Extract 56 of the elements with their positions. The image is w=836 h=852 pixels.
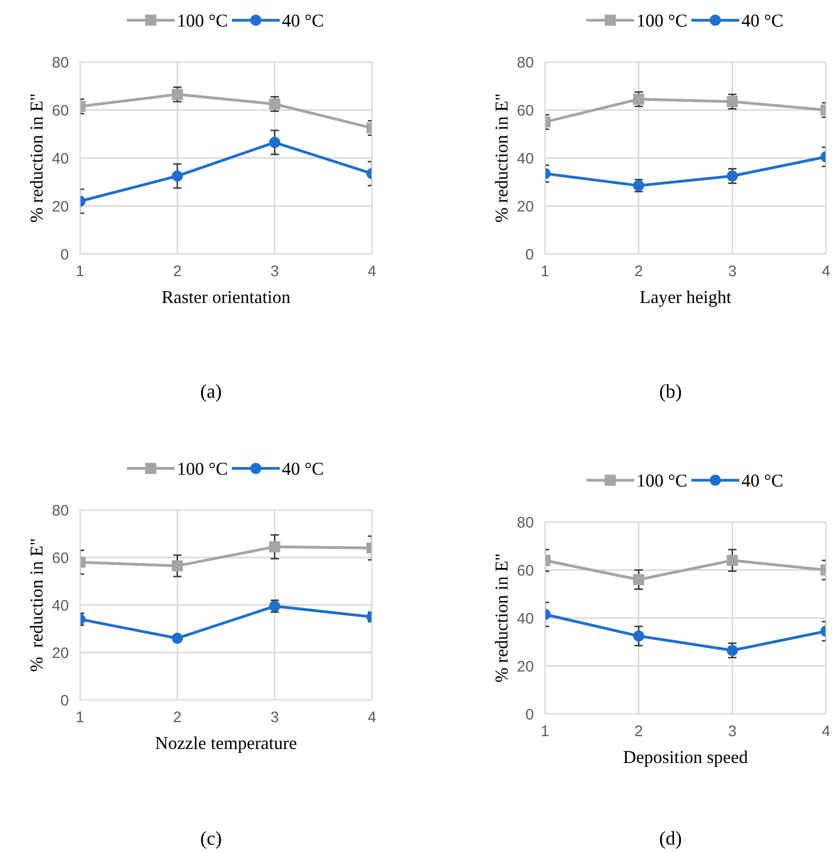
x-tick-label: 3 xyxy=(271,712,278,722)
x-tick-label: 3 xyxy=(728,726,736,736)
legend-label: 40 °C xyxy=(282,14,323,27)
y-tick-label: 60 xyxy=(518,104,534,116)
y-tick-label: 40 xyxy=(517,612,534,624)
y-tick-label: 60 xyxy=(52,552,68,564)
legend-label: 100 °C xyxy=(178,462,227,475)
x-tick-label: 3 xyxy=(271,266,278,276)
y-axis-title: % reduction in E" xyxy=(30,94,43,222)
x-tick-label: 2 xyxy=(635,726,642,736)
x-axis-title: Nozzle temperature xyxy=(156,736,296,753)
y-axis-title: % reduction in E" xyxy=(494,554,508,682)
x-tick-label: 4 xyxy=(822,726,830,736)
text: (c) xyxy=(201,831,221,849)
x-tick-label: 1 xyxy=(76,712,84,722)
x-tick-label: 3 xyxy=(728,266,736,276)
y-tick-label: 0 xyxy=(60,248,68,260)
y-tick-label: 0 xyxy=(60,694,68,706)
y-tick-label: 80 xyxy=(52,56,68,68)
text: (a) xyxy=(201,384,221,402)
x-tick-label: 2 xyxy=(174,712,181,722)
x-tick-label: 1 xyxy=(542,266,549,276)
y-tick-label: 20 xyxy=(518,200,534,212)
y-tick-label: 80 xyxy=(518,56,534,68)
y-tick-label: 20 xyxy=(52,200,68,212)
y-axis-title: % reduction in E" xyxy=(494,94,508,222)
y-tick-label: 0 xyxy=(526,248,534,260)
legend-label: 40 °C xyxy=(282,462,323,475)
y-tick-label: 60 xyxy=(52,104,68,116)
legend-label: 40 °C xyxy=(742,14,782,27)
y-tick-label: 80 xyxy=(52,504,68,516)
x-tick-label: 1 xyxy=(542,726,549,736)
y-tick-label: 40 xyxy=(517,152,534,164)
y-tick-label: 80 xyxy=(518,516,534,528)
y-axis-title: % reduction in E" xyxy=(30,539,43,672)
text: (d) xyxy=(660,831,681,849)
x-axis-title: Deposition speed xyxy=(624,750,748,767)
legend-label: 100 °C xyxy=(638,474,686,487)
text: (b) xyxy=(660,384,681,402)
y-tick-label: 0 xyxy=(526,708,534,720)
y-tick-label: 20 xyxy=(518,660,534,672)
x-tick-label: 2 xyxy=(174,266,181,276)
y-tick-label: 60 xyxy=(518,564,534,576)
y-tick-label: 40 xyxy=(52,600,68,611)
x-tick-label: 4 xyxy=(368,266,376,276)
x-tick-label: 1 xyxy=(76,266,84,276)
legend-label: 100 °C xyxy=(178,14,227,27)
y-tick-label: 40 xyxy=(52,152,68,164)
x-tick-label: 4 xyxy=(822,266,830,276)
x-axis-title: Layer height xyxy=(640,290,732,307)
x-tick-label: 4 xyxy=(368,712,376,722)
legend-label: 40 °C xyxy=(742,474,782,487)
legend-label: 100 °C xyxy=(638,14,686,27)
x-axis-title: Raster orientation xyxy=(162,291,290,304)
y-tick-label: 20 xyxy=(52,647,68,658)
x-tick-label: 2 xyxy=(635,266,642,276)
